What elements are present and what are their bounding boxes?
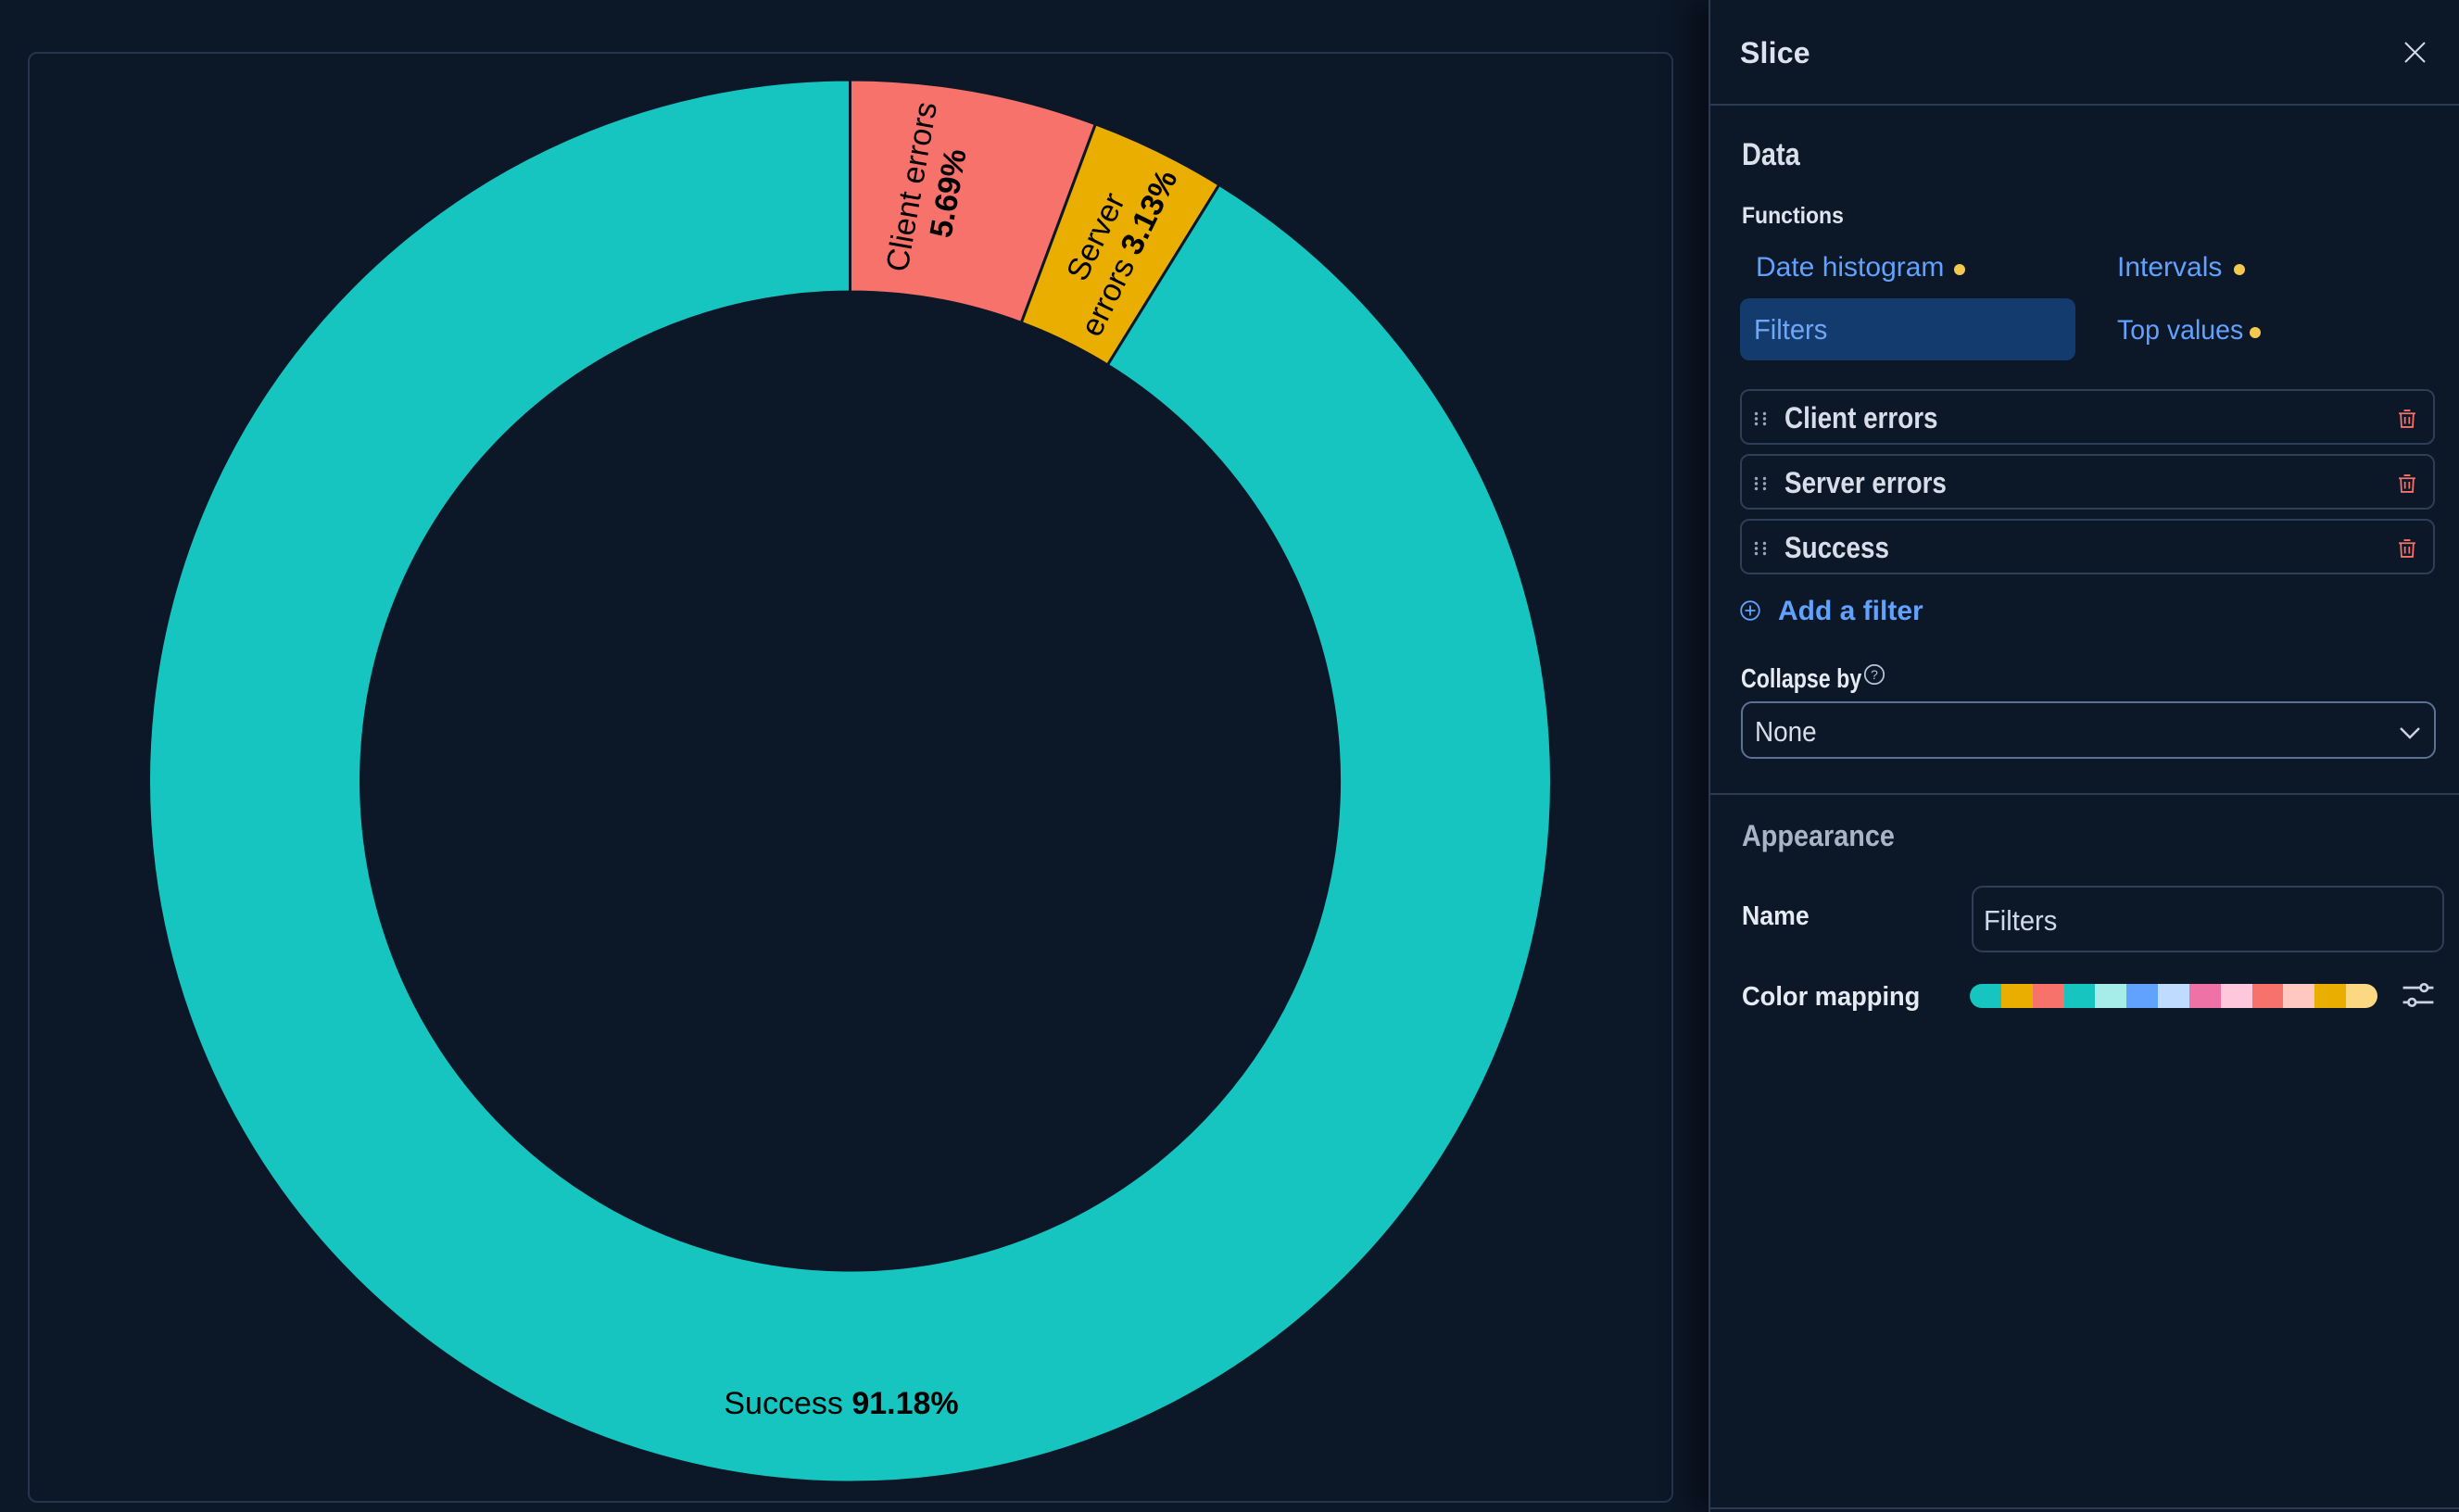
svg-text:?: ? xyxy=(1871,667,1878,682)
svg-text:Success 91.18%: Success 91.18% xyxy=(724,1386,958,1421)
